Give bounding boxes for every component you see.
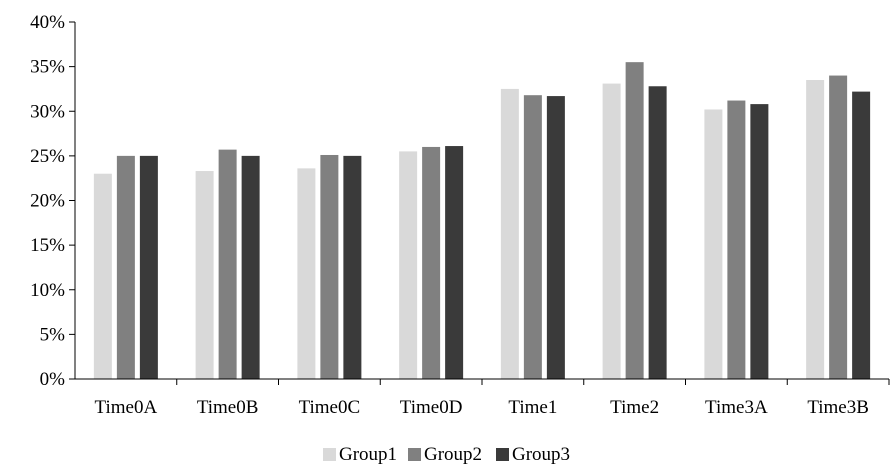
bar-group3-time2 — [648, 86, 667, 379]
bar-group2-time0d — [422, 146, 441, 379]
bar-group3-time0d — [445, 146, 464, 379]
bar-group1-time2 — [602, 83, 621, 380]
y-tick-label: 20% — [30, 191, 65, 212]
legend-swatch-group1 — [323, 448, 336, 461]
y-tick-label: 0% — [40, 369, 66, 390]
y-tick-label: 25% — [30, 146, 65, 167]
bar-group1-time0a — [93, 173, 112, 379]
x-tick-label: Time1 — [508, 397, 557, 418]
bars — [93, 62, 871, 380]
bar-group2-time1 — [523, 95, 542, 379]
y-axis: 0% 5% 10% 15% 20% 25% 30% 35% 40% — [30, 12, 76, 390]
y-tick-label: 15% — [30, 235, 65, 256]
legend: Group1 Group2 Group3 — [323, 444, 570, 465]
x-tick-label: Time0C — [299, 397, 361, 418]
bar-group1-time0b — [195, 171, 214, 379]
legend-swatch-group3 — [496, 448, 509, 461]
y-tick-label: 35% — [30, 57, 65, 78]
bar-group3-time0c — [343, 155, 362, 379]
x-tick-label: Time3A — [705, 397, 768, 418]
y-tick-label: 5% — [40, 324, 66, 345]
bar-group1-time3a — [704, 109, 723, 379]
x-tick-label: Time3B — [807, 397, 869, 418]
bar-group3-time3a — [750, 104, 769, 380]
y-tick-label: 10% — [30, 280, 65, 301]
bar-group2-time2 — [625, 62, 644, 379]
legend-label-group3: Group3 — [512, 444, 570, 465]
bar-group3-time1 — [546, 96, 565, 379]
y-tick-label: 30% — [30, 101, 65, 122]
legend-swatch-group2 — [408, 448, 421, 461]
bar-group1-time3b — [806, 80, 825, 379]
bar-group2-time3a — [727, 100, 746, 379]
bar-group2-time0b — [218, 149, 237, 379]
bar-group1-time0d — [399, 151, 418, 379]
x-tick-label: Time0A — [95, 397, 158, 418]
bar-group3-time3b — [852, 91, 871, 380]
legend-label-group1: Group1 — [339, 444, 397, 465]
legend-label-group2: Group2 — [424, 444, 482, 465]
bar-group2-time0a — [116, 155, 135, 379]
bar-group1-time0c — [297, 168, 316, 379]
bar-group2-time3b — [829, 75, 848, 380]
bar-group1-time1 — [500, 88, 519, 379]
x-tick-label: Time0B — [197, 397, 259, 418]
x-tick-label: Time0D — [400, 397, 463, 418]
bar-group3-time0b — [241, 155, 260, 379]
y-tick-label: 40% — [30, 12, 65, 33]
bar-group3-time0a — [139, 155, 158, 379]
x-axis: Time0A Time0B Time0C Time0D Time1 Time2 Time3A… — [75, 378, 890, 418]
x-tick-label: Time2 — [610, 397, 659, 418]
bar-group2-time0c — [320, 154, 339, 379]
